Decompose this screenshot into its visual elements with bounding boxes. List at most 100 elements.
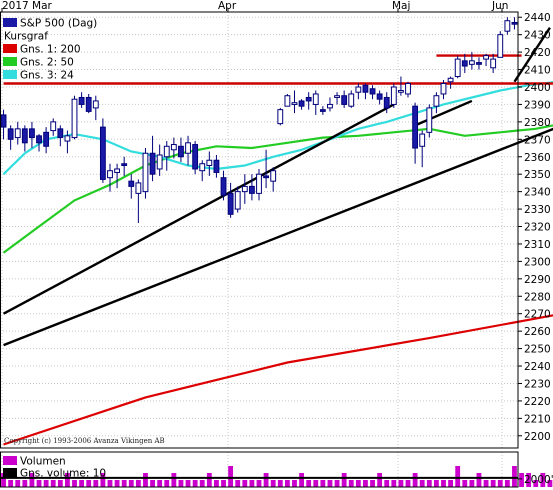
volume-bar (448, 480, 454, 487)
candle-body-up (440, 83, 447, 95)
volume-bar (306, 480, 312, 487)
candle-body-down (511, 21, 518, 25)
candle (0, 109, 7, 140)
y-tick-label: 2340 (524, 187, 551, 199)
y-tick-label: 2370 (524, 134, 551, 146)
candle-body-down (0, 114, 7, 128)
candle (92, 95, 99, 121)
volume-bar (370, 480, 375, 487)
candle-body-up (490, 58, 497, 69)
volume-bar (178, 480, 184, 487)
y-tick-label: 2310 (524, 239, 551, 251)
volume-bar (412, 473, 418, 487)
candle-body-up (405, 83, 411, 95)
candle (213, 155, 220, 178)
candle-body-up (170, 144, 177, 151)
candle-body-up (284, 95, 291, 107)
candle-body-down (57, 128, 64, 139)
volume-bar (355, 480, 361, 487)
legend-label: Gns. 2: 50 (20, 57, 74, 69)
volume-bar (50, 480, 56, 487)
candle (14, 121, 21, 145)
candle-body-up (355, 86, 362, 93)
candle-body-up (156, 154, 163, 170)
candle (220, 170, 227, 201)
volume-bar (263, 473, 269, 487)
candle (270, 167, 277, 192)
candle-body-down (461, 60, 468, 67)
y-tick-label: 2410 (524, 65, 551, 77)
volume-bar (497, 480, 503, 487)
volume-bar (199, 480, 205, 487)
volume-bar (235, 480, 241, 487)
volume-bar (277, 480, 283, 487)
candle-body-down (476, 62, 482, 65)
candle (483, 53, 489, 67)
volume-legend-swatch (3, 468, 17, 477)
volume-bar (292, 480, 297, 487)
candle-body-up (185, 142, 191, 154)
candle-body-down (43, 131, 50, 147)
y-tick-label: 2320 (524, 222, 551, 234)
y-tick-label: 2430 (524, 30, 551, 42)
volume-bar (100, 473, 106, 487)
candle-body-down (369, 88, 376, 95)
y-tick-label: 2260 (524, 326, 551, 338)
candle (135, 179, 142, 224)
volume-legend-label: Gns. volume: 10 (20, 468, 106, 480)
volume-bar (377, 473, 383, 487)
x-tick-label: Maj (392, 0, 410, 12)
volume-bar (64, 473, 70, 487)
y-tick-label: 2400 (524, 82, 551, 94)
legend-swatch (3, 57, 17, 66)
volume-bar (57, 480, 63, 487)
candle-body-down (263, 175, 270, 179)
trendline-0 (2, 103, 395, 315)
candle-body-up (270, 170, 277, 182)
volume-frame (0, 451, 519, 488)
candle (355, 83, 362, 100)
candle (263, 149, 270, 189)
candle (78, 92, 85, 108)
candle (298, 99, 305, 110)
candle-body-up (277, 109, 284, 125)
candle-body-up (135, 182, 142, 194)
candle (178, 137, 184, 162)
volume-bar (504, 480, 510, 487)
y-tick-label: 2420 (524, 47, 551, 59)
candle (327, 97, 333, 112)
plot-frame (0, 11, 519, 488)
candle-body-up (64, 135, 71, 142)
candle (185, 135, 191, 166)
candle (376, 90, 383, 105)
candle (440, 80, 447, 100)
candle-body-down (85, 96, 92, 112)
volume-bar (540, 473, 546, 487)
volume-bar (533, 480, 539, 487)
candle-body-down (213, 159, 220, 173)
volume-bar (79, 480, 85, 487)
candle-body-down (383, 96, 390, 109)
volume-bar (348, 480, 354, 487)
volume-bar (433, 480, 439, 487)
ma-line-50 (2, 124, 553, 254)
candle-body-down (220, 177, 227, 196)
y-tick-label: 2290 (524, 274, 551, 286)
candle (107, 163, 113, 192)
volume-bar (43, 480, 49, 487)
candle-body-up (447, 77, 454, 83)
candle (50, 118, 57, 136)
volume-bar (93, 480, 99, 487)
candle-body-down (305, 96, 312, 102)
candle-body-down (7, 128, 14, 140)
candle-body-down (29, 128, 35, 139)
candle-body-up (142, 152, 149, 193)
candle-body-up (398, 89, 404, 93)
candle (256, 168, 262, 201)
candle-body-up (206, 159, 213, 166)
legend-label: Gns. 3: 24 (20, 70, 74, 82)
volume-bar (519, 473, 524, 487)
candle (468, 52, 475, 70)
volume-axis-label: 2000" (524, 474, 553, 486)
x-tick-label: 2017 Mar (2, 0, 53, 12)
